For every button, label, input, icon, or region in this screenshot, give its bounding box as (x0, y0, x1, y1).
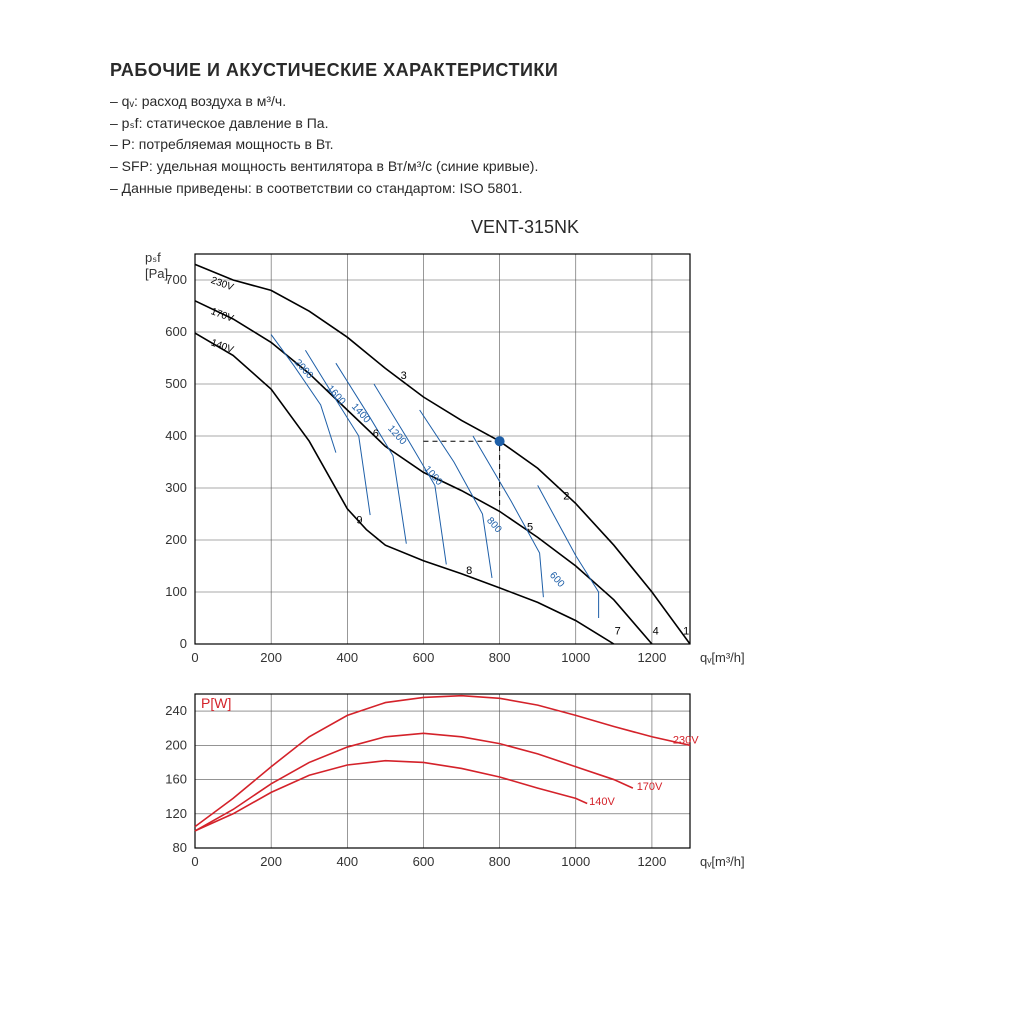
svg-text:1000: 1000 (421, 464, 444, 488)
definition-row: – SFP: удельная мощность вентилятора в В… (110, 156, 910, 178)
svg-text:600: 600 (547, 570, 567, 590)
power-chart: 0 200 400 600 800 1000 1200 80 120 160 200 240 qᵥ[m³… (140, 686, 780, 876)
svg-text:140V: 140V (589, 797, 615, 809)
definition-row: – P: потребляемая мощность в Вт. (110, 134, 910, 156)
definition-row: – pₛf: статическое давление в Па. (110, 113, 910, 135)
svg-text:170V: 170V (637, 781, 663, 793)
svg-text:160: 160 (165, 772, 187, 787)
svg-text:5: 5 (527, 522, 533, 534)
svg-text:1: 1 (683, 626, 689, 638)
svg-text:7: 7 (615, 626, 621, 638)
svg-text:1000: 1000 (561, 854, 590, 869)
svg-text:100: 100 (165, 584, 187, 599)
svg-text:400: 400 (165, 428, 187, 443)
svg-text:80: 80 (173, 840, 187, 855)
svg-text:1200: 1200 (385, 424, 408, 448)
svg-text:0: 0 (191, 650, 198, 665)
svg-text:4: 4 (653, 626, 659, 638)
svg-text:800: 800 (489, 854, 511, 869)
pressure-chart: 0 200 400 600 800 1000 1200 0 100 200 300 400 500 600… (140, 244, 780, 674)
svg-text:230V: 230V (209, 276, 235, 294)
svg-text:170V: 170V (209, 307, 235, 325)
svg-text:9: 9 (356, 515, 362, 527)
svg-text:800: 800 (489, 650, 511, 665)
svg-text:1200: 1200 (637, 650, 666, 665)
svg-text:500: 500 (165, 376, 187, 391)
svg-text:[Pa]: [Pa] (145, 266, 168, 281)
svg-text:200: 200 (260, 854, 282, 869)
svg-text:200: 200 (260, 650, 282, 665)
svg-text:1000: 1000 (561, 650, 590, 665)
svg-text:400: 400 (336, 650, 358, 665)
svg-text:0: 0 (180, 636, 187, 651)
svg-text:700: 700 (165, 272, 187, 287)
svg-text:200: 200 (165, 532, 187, 547)
svg-text:P[W]: P[W] (201, 695, 231, 711)
svg-text:240: 240 (165, 704, 187, 719)
svg-text:200: 200 (165, 738, 187, 753)
svg-text:3: 3 (401, 370, 407, 382)
svg-text:300: 300 (165, 480, 187, 495)
svg-text:1600: 1600 (324, 384, 347, 408)
svg-text:800: 800 (484, 516, 504, 536)
page-title: РАБОЧИЕ И АКУСТИЧЕСКИЕ ХАРАКТЕРИСТИКИ (110, 60, 910, 81)
svg-text:6: 6 (373, 428, 379, 440)
svg-text:1200: 1200 (637, 854, 666, 869)
svg-text:8: 8 (466, 565, 472, 577)
svg-text:qᵥ[m³/h]: qᵥ[m³/h] (700, 854, 745, 869)
svg-text:2: 2 (563, 491, 569, 503)
svg-text:140V: 140V (209, 338, 235, 356)
svg-text:600: 600 (413, 854, 435, 869)
definition-row: – Данные приведены: в соответствии со ст… (110, 178, 910, 200)
svg-text:600: 600 (165, 324, 187, 339)
chart-title: VENT-315NK (110, 217, 910, 238)
svg-text:0: 0 (191, 854, 198, 869)
definitions-list: – qᵥ: расход воздуха в м³/ч.– pₛf: стати… (110, 91, 910, 199)
svg-text:600: 600 (413, 650, 435, 665)
svg-text:400: 400 (336, 854, 358, 869)
svg-text:qᵥ[m³/h]: qᵥ[m³/h] (700, 650, 745, 665)
svg-text:120: 120 (165, 806, 187, 821)
svg-text:230V: 230V (673, 735, 699, 747)
svg-text:pₛf: pₛf (145, 250, 161, 265)
definition-row: – qᵥ: расход воздуха в м³/ч. (110, 91, 910, 113)
